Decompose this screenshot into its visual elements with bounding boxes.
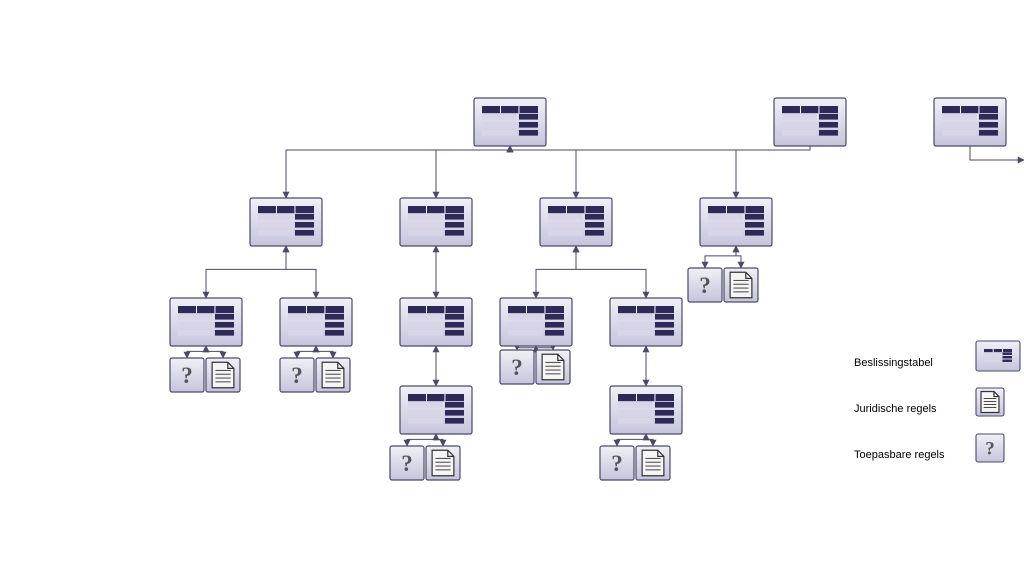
legend-icon-document bbox=[976, 388, 1004, 416]
node-table bbox=[170, 298, 242, 346]
node-table bbox=[540, 198, 612, 246]
node-document bbox=[636, 446, 670, 480]
node-question: ? bbox=[280, 358, 314, 392]
node-table bbox=[610, 298, 682, 346]
svg-text:?: ? bbox=[511, 355, 523, 381]
node-question: ? bbox=[688, 268, 722, 302]
node-document bbox=[536, 350, 570, 384]
node-table bbox=[474, 98, 546, 146]
svg-text:?: ? bbox=[181, 363, 193, 389]
node-question: ? bbox=[170, 358, 204, 392]
node-table bbox=[250, 198, 322, 246]
legend-icon-question: ? bbox=[976, 434, 1004, 462]
legend: Beslissingstabel Juridische regels Toepasb… bbox=[854, 341, 1020, 462]
svg-text:?: ? bbox=[699, 273, 711, 299]
legend-icon-table bbox=[976, 341, 1020, 371]
legend-label: Toepasbare regels bbox=[854, 449, 945, 461]
node-table bbox=[700, 198, 772, 246]
node-table bbox=[610, 386, 682, 434]
svg-text:?: ? bbox=[611, 451, 623, 477]
node-question: ? bbox=[390, 446, 424, 480]
node-document bbox=[426, 446, 460, 480]
node-table bbox=[400, 298, 472, 346]
node-document bbox=[724, 268, 758, 302]
node-table bbox=[400, 386, 472, 434]
node-question: ? bbox=[500, 350, 534, 384]
node-table bbox=[400, 198, 472, 246]
node-document bbox=[316, 358, 350, 392]
node-table bbox=[774, 98, 846, 146]
legend-label: Beslissingstabel bbox=[854, 357, 933, 369]
legend-label: Juridische regels bbox=[854, 403, 937, 415]
diagram-canvas: ?????? Beslissingstabel Juridische regels… bbox=[0, 0, 1024, 576]
nodes-layer: ?????? bbox=[170, 98, 1006, 480]
node-table bbox=[934, 98, 1006, 146]
node-table bbox=[280, 298, 352, 346]
svg-text:?: ? bbox=[401, 451, 413, 477]
node-table bbox=[500, 298, 572, 346]
svg-text:?: ? bbox=[291, 363, 303, 389]
svg-text:?: ? bbox=[985, 439, 995, 460]
node-document bbox=[206, 358, 240, 392]
node-question: ? bbox=[600, 446, 634, 480]
edges-layer bbox=[187, 98, 1024, 446]
